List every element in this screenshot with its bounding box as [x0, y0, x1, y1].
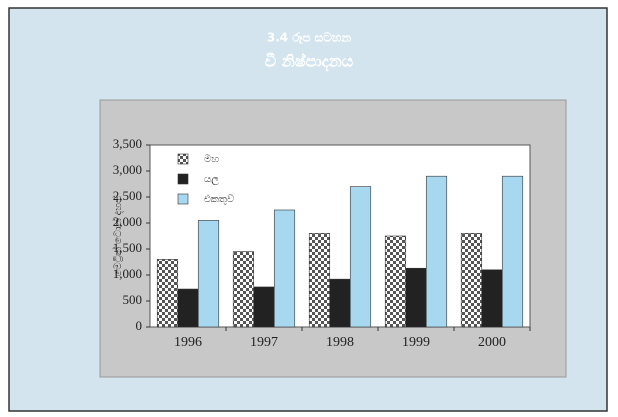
- legend-label: මහ: [204, 154, 219, 165]
- y-tick-label: 500: [123, 292, 143, 307]
- y-tick-label: 1,500: [113, 240, 142, 255]
- y-tick-label: 2,000: [113, 214, 142, 229]
- legend-label: යල: [204, 174, 219, 185]
- bar: [329, 278, 351, 328]
- y-tick-label: 1,000: [113, 266, 142, 281]
- chart-subtitle: වී නිෂ්පාදනය: [265, 52, 354, 72]
- bar: [425, 175, 448, 328]
- bar: [253, 286, 275, 328]
- x-tick-label: 2000: [478, 335, 506, 350]
- legend-swatch: [177, 153, 189, 165]
- x-tick-label: 1997: [250, 335, 278, 350]
- y-tick-label: 3,500: [113, 136, 142, 151]
- bar: [384, 235, 407, 328]
- bar: [349, 186, 372, 328]
- legend-swatch: [177, 173, 189, 185]
- chart-title: 3.4 රූප සටහන: [267, 31, 351, 45]
- bar: [308, 233, 331, 328]
- legend-swatch: [177, 193, 189, 205]
- y-tick-label: 3,000: [113, 162, 142, 177]
- y-tick-label: 0: [136, 318, 143, 333]
- bar: [232, 251, 255, 328]
- bar: [177, 288, 199, 328]
- bar: [273, 209, 296, 328]
- bar: [405, 267, 427, 328]
- bar: [501, 175, 524, 328]
- legend-label: එකතුව: [204, 194, 234, 205]
- y-tick-label: 2,500: [113, 188, 142, 203]
- bar: [156, 259, 179, 328]
- bar: [197, 220, 220, 328]
- y-axis-label: මෙට්‍රික් ටොන් දහස්: [111, 196, 124, 277]
- x-tick-label: 1999: [402, 335, 430, 350]
- x-tick-label: 1998: [326, 335, 354, 350]
- bar: [460, 233, 483, 328]
- bar: [481, 269, 503, 328]
- x-tick-label: 1996: [174, 335, 202, 350]
